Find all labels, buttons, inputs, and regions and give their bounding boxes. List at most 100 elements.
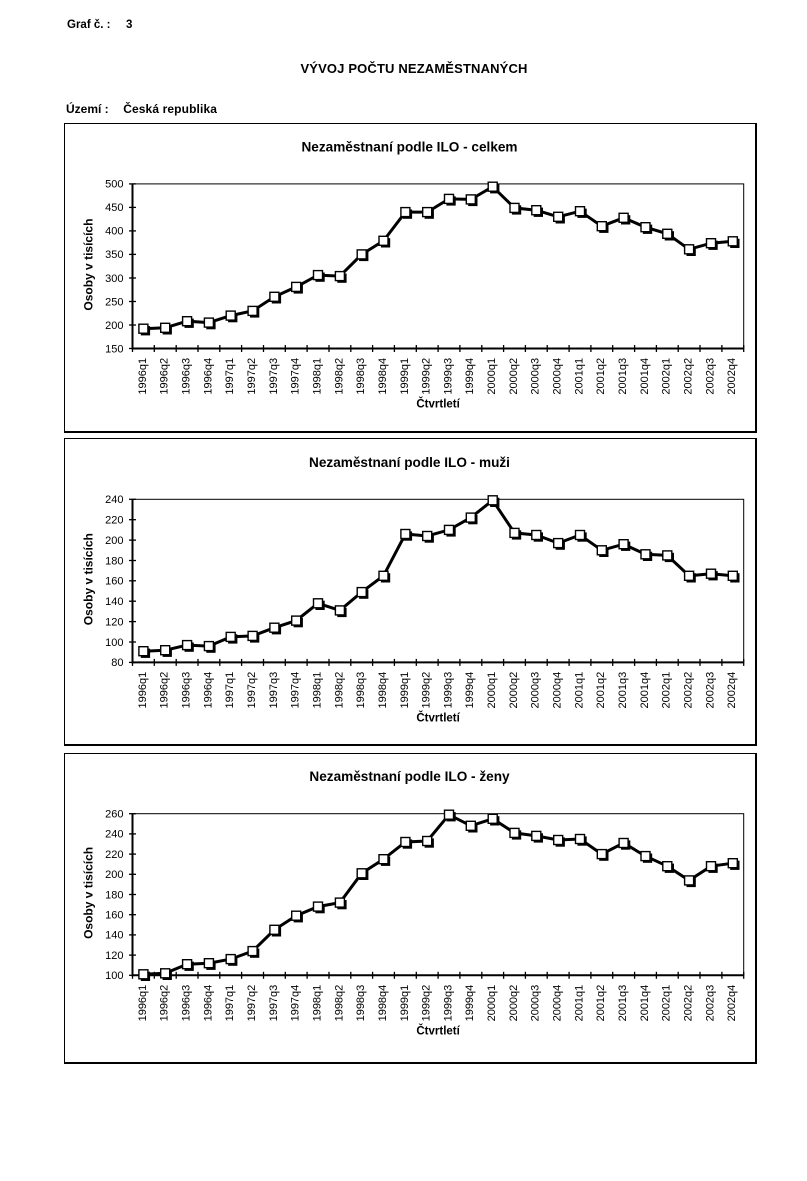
svg-text:Čtvrtletí: Čtvrtletí bbox=[416, 711, 460, 724]
svg-text:Nezaměstnaní podle ILO - celke: Nezaměstnaní podle ILO - celkem bbox=[301, 139, 517, 154]
svg-text:140: 140 bbox=[105, 596, 123, 608]
svg-text:160: 160 bbox=[105, 910, 123, 922]
svg-text:1997q1: 1997q1 bbox=[224, 985, 236, 1022]
svg-text:2001q1: 2001q1 bbox=[573, 985, 585, 1022]
svg-text:80: 80 bbox=[111, 657, 123, 669]
svg-text:240: 240 bbox=[105, 829, 123, 841]
svg-text:1997q2: 1997q2 bbox=[246, 672, 258, 709]
svg-text:100: 100 bbox=[105, 637, 123, 649]
svg-text:2002q2: 2002q2 bbox=[683, 358, 695, 395]
svg-text:2002q1: 2002q1 bbox=[661, 985, 673, 1022]
svg-text:1997q2: 1997q2 bbox=[246, 985, 258, 1022]
svg-text:120: 120 bbox=[105, 950, 123, 962]
svg-text:1997q3: 1997q3 bbox=[268, 358, 280, 395]
svg-text:1997q4: 1997q4 bbox=[290, 985, 302, 1022]
svg-text:2002q3: 2002q3 bbox=[704, 985, 716, 1022]
svg-text:2001q2: 2001q2 bbox=[595, 358, 607, 395]
svg-text:1999q4: 1999q4 bbox=[464, 985, 476, 1022]
svg-text:2000q4: 2000q4 bbox=[552, 985, 564, 1022]
svg-text:1996q3: 1996q3 bbox=[181, 358, 193, 395]
svg-text:1997q4: 1997q4 bbox=[290, 672, 302, 709]
svg-text:1997q4: 1997q4 bbox=[290, 358, 302, 395]
svg-text:1996q3: 1996q3 bbox=[181, 985, 193, 1022]
svg-text:2001q2: 2001q2 bbox=[595, 672, 607, 709]
svg-text:2001q3: 2001q3 bbox=[617, 985, 629, 1022]
svg-text:Čtvrtletí: Čtvrtletí bbox=[416, 1024, 460, 1037]
svg-text:1999q3: 1999q3 bbox=[442, 672, 454, 709]
svg-text:2002q2: 2002q2 bbox=[683, 672, 695, 709]
svg-text:1996q2: 1996q2 bbox=[159, 985, 171, 1022]
svg-text:1997q1: 1997q1 bbox=[224, 672, 236, 709]
svg-text:1996q3: 1996q3 bbox=[181, 672, 193, 709]
svg-text:160: 160 bbox=[105, 576, 123, 588]
svg-text:1998q1: 1998q1 bbox=[311, 672, 323, 709]
svg-text:1998q1: 1998q1 bbox=[311, 358, 323, 395]
svg-text:2001q2: 2001q2 bbox=[595, 985, 607, 1022]
svg-text:200: 200 bbox=[105, 535, 123, 547]
svg-text:1996q4: 1996q4 bbox=[202, 672, 214, 709]
svg-text:2002q3: 2002q3 bbox=[704, 358, 716, 395]
svg-text:2000q1: 2000q1 bbox=[486, 358, 498, 395]
svg-text:2002q4: 2002q4 bbox=[726, 985, 738, 1022]
svg-text:2001q1: 2001q1 bbox=[573, 672, 585, 709]
svg-text:1998q2: 1998q2 bbox=[333, 985, 345, 1022]
svg-text:220: 220 bbox=[105, 849, 123, 861]
svg-text:1999q3: 1999q3 bbox=[442, 985, 454, 1022]
svg-text:1997q3: 1997q3 bbox=[268, 672, 280, 709]
svg-text:2000q2: 2000q2 bbox=[508, 358, 520, 395]
svg-text:1996q2: 1996q2 bbox=[159, 358, 171, 395]
svg-text:1998q2: 1998q2 bbox=[333, 672, 345, 709]
svg-text:180: 180 bbox=[105, 555, 123, 567]
svg-text:2002q1: 2002q1 bbox=[661, 358, 673, 395]
svg-text:2001q4: 2001q4 bbox=[639, 985, 651, 1022]
svg-text:1999q2: 1999q2 bbox=[421, 672, 433, 709]
svg-text:2002q3: 2002q3 bbox=[704, 672, 716, 709]
svg-text:1996q4: 1996q4 bbox=[202, 358, 214, 395]
svg-text:Osoby v tisících: Osoby v tisících bbox=[82, 533, 96, 625]
svg-text:1999q4: 1999q4 bbox=[464, 672, 476, 709]
svg-text:100: 100 bbox=[105, 970, 123, 982]
svg-text:2000q1: 2000q1 bbox=[486, 985, 498, 1022]
svg-text:2001q3: 2001q3 bbox=[617, 358, 629, 395]
svg-text:2002q4: 2002q4 bbox=[726, 358, 738, 395]
svg-text:240: 240 bbox=[105, 494, 123, 506]
svg-text:1999q2: 1999q2 bbox=[421, 358, 433, 395]
svg-text:2000q2: 2000q2 bbox=[508, 985, 520, 1022]
svg-text:1997q1: 1997q1 bbox=[224, 358, 236, 395]
svg-text:2000q4: 2000q4 bbox=[552, 358, 564, 395]
svg-text:400: 400 bbox=[105, 226, 123, 238]
svg-text:2000q1: 2000q1 bbox=[486, 672, 498, 709]
svg-text:2001q1: 2001q1 bbox=[573, 358, 585, 395]
svg-text:1996q2: 1996q2 bbox=[159, 672, 171, 709]
svg-text:1999q4: 1999q4 bbox=[464, 358, 476, 395]
svg-text:1997q3: 1997q3 bbox=[268, 985, 280, 1022]
svg-text:1998q4: 1998q4 bbox=[377, 985, 389, 1022]
svg-text:2001q4: 2001q4 bbox=[639, 672, 651, 709]
svg-text:1997q2: 1997q2 bbox=[246, 358, 258, 395]
svg-text:1996q1: 1996q1 bbox=[137, 672, 149, 709]
svg-text:350: 350 bbox=[105, 249, 123, 261]
svg-text:Čtvrtletí: Čtvrtletí bbox=[416, 398, 460, 411]
svg-text:300: 300 bbox=[105, 273, 123, 285]
svg-text:1998q4: 1998q4 bbox=[377, 358, 389, 395]
svg-text:2000q4: 2000q4 bbox=[552, 672, 564, 709]
svg-text:1999q3: 1999q3 bbox=[442, 358, 454, 395]
svg-text:260: 260 bbox=[105, 809, 123, 821]
svg-text:1996q1: 1996q1 bbox=[137, 358, 149, 395]
svg-text:Nezaměstnaní podle ILO - muži: Nezaměstnaní podle ILO - muži bbox=[309, 455, 510, 470]
svg-text:1998q3: 1998q3 bbox=[355, 985, 367, 1022]
svg-text:1998q3: 1998q3 bbox=[355, 358, 367, 395]
svg-text:2000q2: 2000q2 bbox=[508, 672, 520, 709]
svg-text:150: 150 bbox=[105, 343, 123, 355]
svg-text:200: 200 bbox=[105, 320, 123, 332]
svg-text:Osoby v tisících: Osoby v tisících bbox=[82, 847, 96, 939]
svg-text:1998q4: 1998q4 bbox=[377, 672, 389, 709]
svg-text:1999q2: 1999q2 bbox=[421, 985, 433, 1022]
svg-text:1999q1: 1999q1 bbox=[399, 672, 411, 709]
svg-text:2000q3: 2000q3 bbox=[530, 672, 542, 709]
svg-text:1998q3: 1998q3 bbox=[355, 672, 367, 709]
svg-text:250: 250 bbox=[105, 296, 123, 308]
svg-text:1999q1: 1999q1 bbox=[399, 985, 411, 1022]
svg-text:450: 450 bbox=[105, 202, 123, 214]
svg-text:2002q2: 2002q2 bbox=[683, 985, 695, 1022]
